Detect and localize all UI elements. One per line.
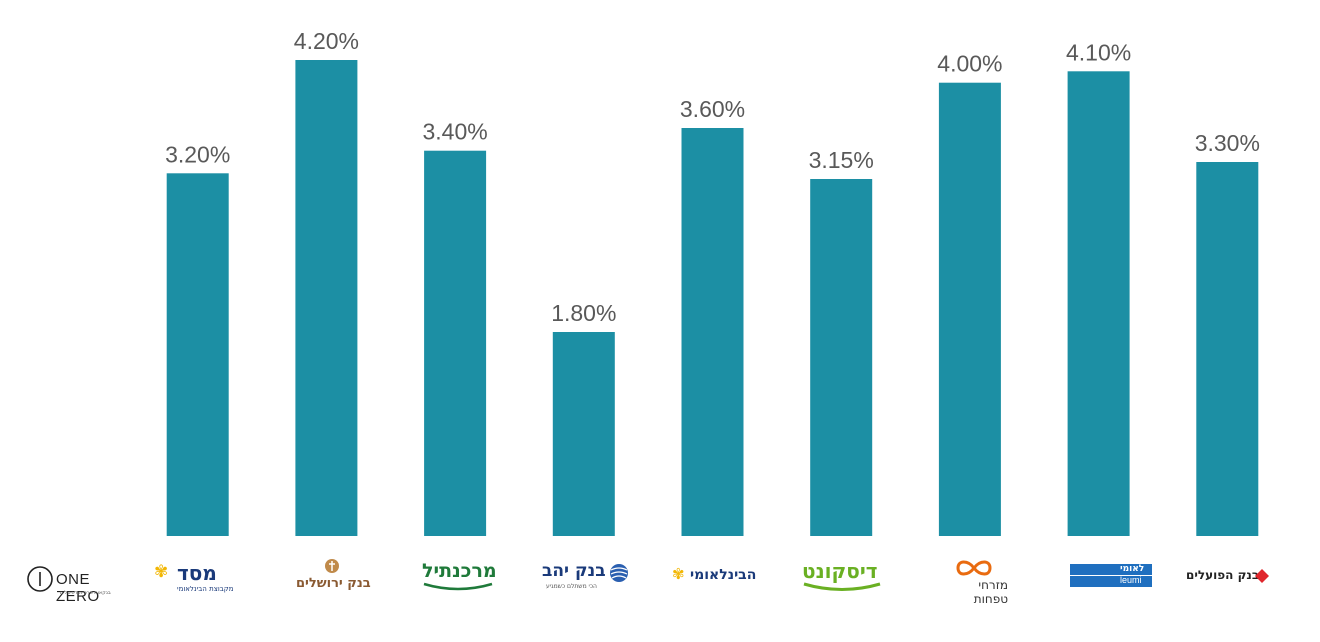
logo-leumi: לאומי leumi	[1070, 564, 1154, 589]
hapoalim-name: בנק הפועלים	[1186, 568, 1260, 582]
bar-2	[295, 60, 358, 536]
logo-mizrahi-tefahot: מזרחי טפחות	[938, 558, 1008, 606]
onezero-icon	[27, 566, 53, 592]
discount-swoosh-icon	[803, 582, 881, 591]
mercantile-name: מרכנתיל	[422, 560, 497, 582]
jerusalem-emblem-icon	[325, 559, 339, 573]
bar-7	[938, 82, 1001, 536]
logo-mercantile: מרכנתיל	[418, 558, 500, 594]
fibi-flower-icon: ✾	[672, 566, 685, 583]
data-label-1: 3.20%	[165, 141, 230, 167]
masad-tagline: מקבוצת הבינלאומי	[177, 585, 234, 593]
data-label-3: 3.40%	[422, 119, 487, 145]
bar-6	[810, 179, 873, 536]
bar-3	[424, 150, 487, 536]
masad-flower-icon: ✾	[154, 562, 169, 581]
yahav-tagline: הכי משתלם כשמגיע	[546, 583, 597, 590]
discount-name: דיסקונט	[802, 559, 878, 583]
leumi-name: לאומי	[1120, 564, 1145, 574]
yahav-name: בנק יהב	[542, 561, 606, 581]
hapoalim-emblem-icon	[1255, 569, 1269, 583]
bar-8	[1067, 71, 1130, 537]
logo-discount: דיסקונט	[800, 558, 886, 594]
leumi-latin: leumi	[1120, 575, 1142, 585]
bar-4	[552, 332, 615, 536]
bar-9	[1196, 162, 1259, 536]
leumi-divider	[1070, 575, 1152, 576]
mercantile-swoosh-icon	[423, 582, 493, 591]
data-label-9: 3.30%	[1195, 130, 1260, 156]
data-label-4: 1.80%	[551, 300, 616, 326]
logo-fibi: ✾ הבינלאומי	[672, 566, 762, 590]
data-label-6: 3.15%	[809, 147, 874, 173]
logo-bank-yahav: בנק יהב הכי משתלם כשמגיע	[536, 560, 632, 596]
mizrahi-name: מזרחי טפחות	[973, 578, 1008, 606]
logo-onezero: ONE ZERO בנקאות פרטית דיגיטלית	[24, 565, 124, 605]
onezero-tagline: בנקאות פרטית דיגיטלית	[60, 590, 111, 596]
jerusalem-name: בנק ירושלים	[296, 576, 371, 591]
data-label-2: 4.20%	[294, 28, 359, 54]
bar-5	[681, 128, 744, 536]
onezero-name: ONE ZERO	[56, 571, 100, 605]
logo-masad: ✾ מסד מקבוצת הבינלאומי	[152, 560, 248, 596]
data-label-7: 4.00%	[937, 51, 1002, 77]
masad-name: מסד	[177, 561, 217, 585]
yahav-globe-icon	[610, 564, 628, 582]
logo-bank-jerusalem: בנק ירושלים	[292, 558, 376, 594]
mizrahi-infinity-icon	[956, 560, 992, 576]
fibi-name: הבינלאומי	[690, 567, 757, 583]
data-label-8: 4.10%	[1066, 39, 1131, 65]
logo-bank-hapoalim: בנק הפועלים	[1186, 566, 1276, 590]
bar-1	[166, 173, 229, 537]
data-label-5: 3.60%	[680, 96, 745, 122]
